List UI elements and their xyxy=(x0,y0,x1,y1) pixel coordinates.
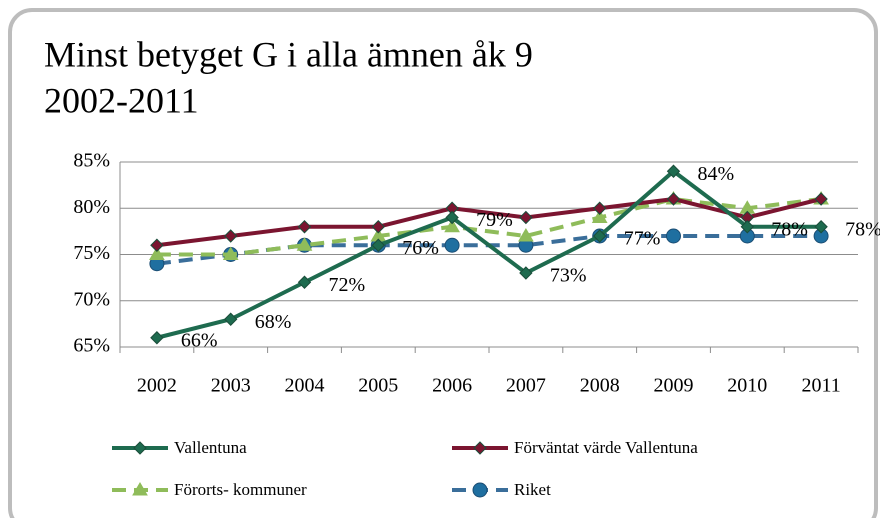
data-label: 66% xyxy=(181,329,218,351)
data-label: 72% xyxy=(329,274,366,296)
frame xyxy=(8,8,878,518)
legend-label: Förorts- kommuner xyxy=(174,480,307,499)
point xyxy=(150,238,164,252)
y-tick-label: 85% xyxy=(73,150,110,172)
x-tick-label: 2003 xyxy=(211,375,251,397)
point xyxy=(592,229,607,243)
point xyxy=(149,246,165,260)
point xyxy=(223,229,238,243)
legend-label: Förväntat värde Vallentuna xyxy=(514,438,698,457)
x-tick-label: 2006 xyxy=(432,375,472,397)
chart-subtitle: 2002-2011 xyxy=(44,80,199,120)
point xyxy=(519,266,533,280)
x-tick-label: 2008 xyxy=(580,375,620,397)
y-tick-label: 80% xyxy=(73,196,110,218)
data-label: 73% xyxy=(550,265,587,287)
legend-label: Vallentuna xyxy=(174,438,247,457)
data-label: 78% xyxy=(771,218,808,240)
data-label: 77% xyxy=(624,228,661,250)
series-line xyxy=(156,196,822,248)
data-label: 84% xyxy=(698,163,735,185)
x-tick-label: 2011 xyxy=(801,375,840,397)
data-label: 79% xyxy=(476,209,513,231)
point xyxy=(814,192,828,206)
x-tick-label: 2005 xyxy=(358,375,398,397)
point xyxy=(297,275,312,289)
x-tick-label: 2002 xyxy=(137,375,177,397)
point xyxy=(444,218,460,233)
point xyxy=(591,209,608,223)
x-tick-label: 2004 xyxy=(285,375,325,397)
point xyxy=(297,220,312,234)
x-tick-label: 2009 xyxy=(654,375,694,397)
point xyxy=(444,237,460,253)
legend-marker xyxy=(472,482,488,498)
point xyxy=(371,220,386,234)
data-label: 78% xyxy=(845,218,880,240)
point xyxy=(666,164,681,178)
y-tick-label: 75% xyxy=(73,242,110,264)
point xyxy=(371,238,386,252)
x-tick-label: 2007 xyxy=(506,375,546,397)
y-tick-label: 70% xyxy=(73,288,110,310)
legend-label: Riket xyxy=(514,480,551,499)
point xyxy=(519,210,533,225)
y-tick-label: 65% xyxy=(73,335,110,357)
legend-marker xyxy=(132,482,148,496)
point xyxy=(445,210,459,225)
point xyxy=(666,228,681,244)
data-label: 76% xyxy=(402,237,439,259)
series-line xyxy=(156,168,822,340)
point xyxy=(814,220,828,234)
point xyxy=(592,201,607,215)
data-label: 68% xyxy=(255,311,292,333)
legend-marker xyxy=(133,441,147,455)
x-tick-label: 2010 xyxy=(727,375,767,397)
point xyxy=(222,246,239,260)
point xyxy=(150,331,164,345)
point xyxy=(740,220,755,234)
point xyxy=(666,192,681,206)
point xyxy=(223,312,238,326)
series-line xyxy=(156,196,822,257)
legend-marker xyxy=(473,441,487,455)
chart-title: Minst betyget G i alla ämnen åk 9 xyxy=(44,34,533,74)
point xyxy=(518,228,534,242)
point xyxy=(296,237,313,251)
